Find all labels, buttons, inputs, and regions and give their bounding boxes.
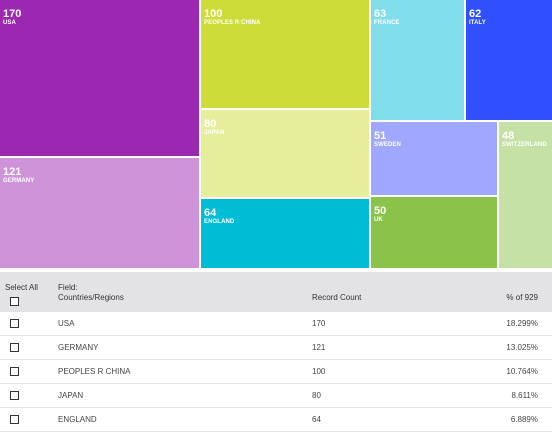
tile-value: 64 (204, 207, 217, 219)
tile-value: 51 (374, 130, 387, 142)
tile-value: 170 (3, 8, 22, 20)
tile-value: 62 (469, 8, 482, 20)
country-name: ENGLAND (58, 415, 97, 424)
country-name: GERMANY (58, 343, 99, 352)
divider (0, 268, 552, 272)
table-row[interactable]: USA 170 18.299% (0, 312, 552, 336)
record-count: 170 (312, 319, 326, 328)
table-row[interactable]: PEOPLES R CHINA 100 10.764% (0, 360, 552, 384)
treemap-tile[interactable]: 80 JAPAN (201, 110, 369, 197)
record-count: 80 (312, 391, 321, 400)
treemap-tile[interactable]: 62 ITALY (466, 0, 552, 120)
record-count: 100 (312, 367, 326, 376)
treemap-tile[interactable]: 48 SWITZERLAND (499, 122, 552, 268)
table-header: Select All Field: Countries/Regions Reco… (0, 272, 552, 312)
treemap-tile[interactable]: 50 UK (371, 197, 497, 268)
tile-label: UK (374, 217, 383, 223)
country-name: JAPAN (58, 391, 84, 400)
tile-value: 48 (502, 130, 515, 142)
tile-value: 50 (374, 205, 387, 217)
treemap-tile[interactable]: 64 ENGLAND (201, 199, 369, 268)
treemap-tile[interactable]: 170 USA (0, 0, 199, 156)
tile-label: GERMANY (3, 178, 35, 184)
record-count: 64 (312, 415, 321, 424)
country-name: USA (58, 319, 75, 328)
tile-value: 121 (3, 166, 22, 178)
row-checkbox[interactable] (10, 319, 19, 328)
treemap-tile[interactable]: 51 SWEDEN (371, 122, 497, 195)
select-all-checkbox[interactable] (10, 297, 19, 306)
select-all-label: Select All (5, 283, 38, 292)
tile-value: 80 (204, 118, 217, 130)
table-row[interactable]: GERMANY 121 13.025% (0, 336, 552, 360)
treemap-tile[interactable]: 63 FRANCE (371, 0, 464, 120)
row-checkbox[interactable] (10, 391, 19, 400)
treemap-tile[interactable]: 121 GERMANY (0, 158, 199, 268)
tile-label: SWITZERLAND (502, 142, 547, 148)
percent-value: 6.889% (510, 415, 538, 424)
record-count: 121 (312, 343, 326, 352)
tile-value: 100 (204, 8, 223, 20)
tile-label: JAPAN (204, 130, 225, 136)
percent-value: 8.611% (511, 391, 538, 400)
row-checkbox[interactable] (10, 343, 19, 352)
percent-value: 18.299% (506, 319, 538, 328)
treemap-tile[interactable]: 100 PEOPLES R CHINA (201, 0, 369, 108)
field-label: Field: (58, 283, 78, 292)
tile-label: FRANCE (374, 20, 400, 26)
treemap-chart: 170 USA 121 GERMANY 100 PEOPLES R CHINA 80 JAPA… (0, 0, 552, 268)
tile-label: USA (3, 20, 16, 26)
row-checkbox[interactable] (10, 415, 19, 424)
percent-header: % of 929 (506, 293, 538, 302)
field-name: Countries/Regions (58, 293, 124, 302)
record-count-header: Record Count (312, 293, 362, 302)
tile-label: ITALY (469, 20, 486, 26)
row-checkbox[interactable] (10, 367, 19, 376)
country-name: PEOPLES R CHINA (58, 367, 131, 376)
tile-value: 63 (374, 8, 387, 20)
tile-label: PEOPLES R CHINA (204, 20, 261, 26)
percent-value: 13.025% (506, 343, 538, 352)
table-row[interactable]: ENGLAND 64 6.889% (0, 408, 552, 432)
tile-label: SWEDEN (374, 142, 401, 148)
percent-value: 10.764% (506, 367, 538, 376)
tile-label: ENGLAND (204, 219, 235, 225)
table-row[interactable]: JAPAN 80 8.611% (0, 384, 552, 408)
